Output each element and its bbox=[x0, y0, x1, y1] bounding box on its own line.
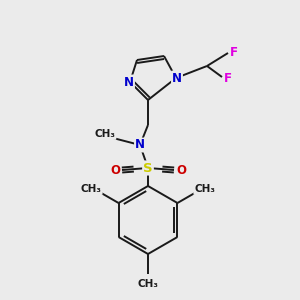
Text: CH₃: CH₃ bbox=[137, 279, 158, 289]
Text: S: S bbox=[143, 161, 153, 175]
Text: CH₃: CH₃ bbox=[81, 184, 102, 194]
Text: CH₃: CH₃ bbox=[94, 129, 116, 139]
Text: N: N bbox=[172, 71, 182, 85]
Text: O: O bbox=[176, 164, 186, 176]
Text: F: F bbox=[230, 46, 238, 59]
Text: N: N bbox=[135, 139, 145, 152]
Text: O: O bbox=[110, 164, 120, 176]
Text: CH₃: CH₃ bbox=[194, 184, 215, 194]
Text: N: N bbox=[124, 76, 134, 88]
Text: F: F bbox=[224, 71, 232, 85]
